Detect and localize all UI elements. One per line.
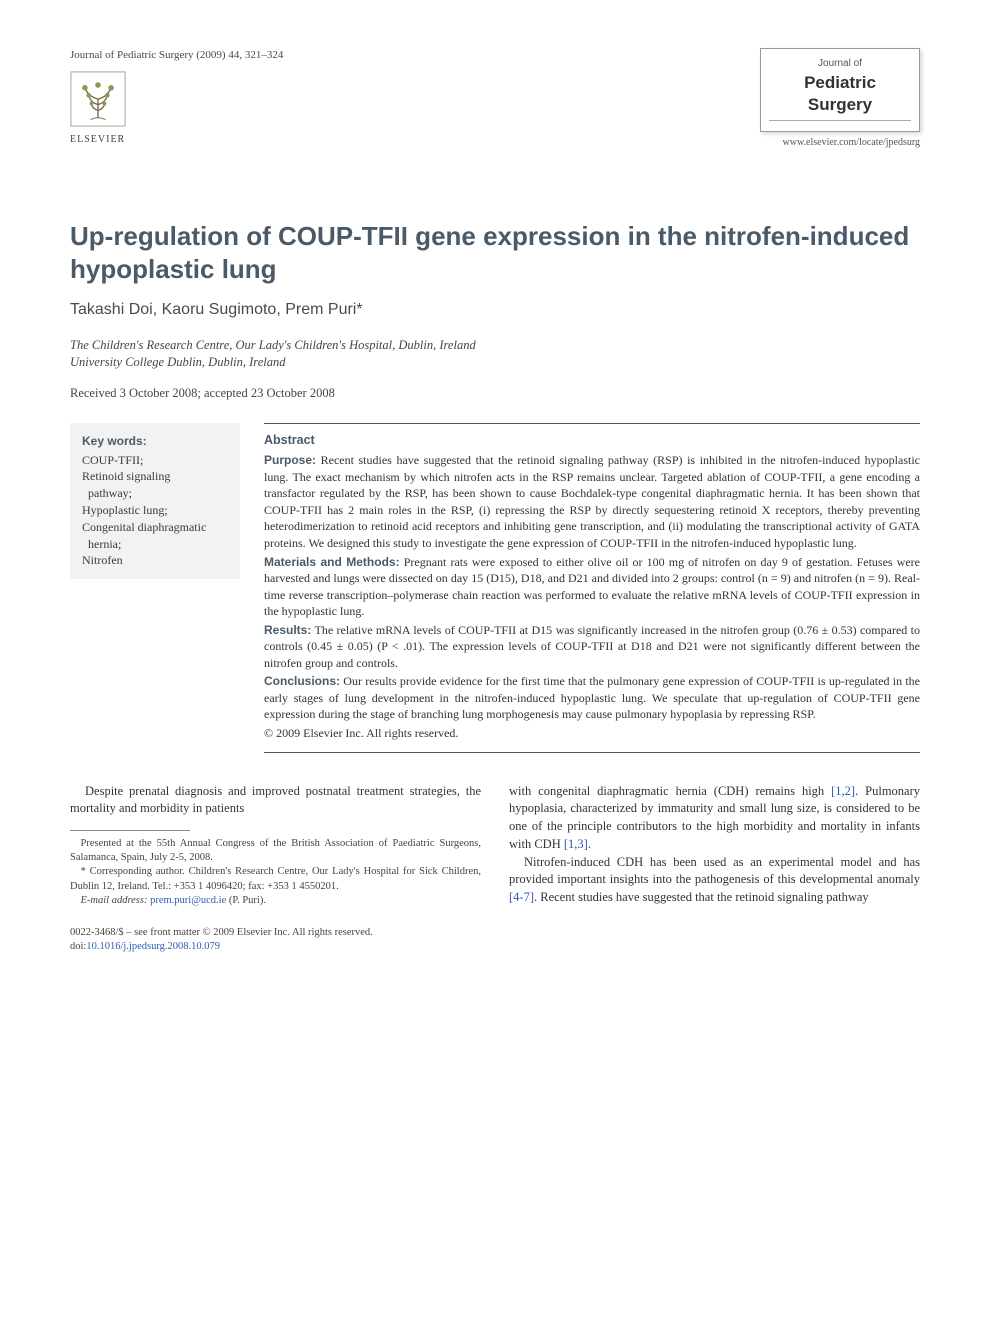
footnotes: Presented at the 55th Annual Congress of… <box>70 837 481 908</box>
abstract-conclusions-text: Our results provide evidence for the fir… <box>264 674 920 721</box>
citation-link[interactable]: [1,3] <box>564 837 588 851</box>
body-paragraph: with congenital diaphragmatic hernia (CD… <box>509 783 920 854</box>
abstract-results-label: Results: <box>264 623 311 637</box>
abstract-heading: Abstract <box>264 432 920 450</box>
page-header: Journal of Pediatric Surgery (2009) 44, … <box>70 48 920 150</box>
doi-link[interactable]: 10.1016/j.jpedsurg.2008.10.079 <box>86 941 220 952</box>
running-head: Journal of Pediatric Surgery (2009) 44, … <box>70 48 283 63</box>
abstract-results-text: The relative mRNA levels of COUP-TFII at… <box>264 623 920 670</box>
abstract-bottom-rule <box>264 752 920 753</box>
abstract-top-rule <box>264 423 920 424</box>
journal-name-line2: Surgery <box>767 95 913 115</box>
journal-name-line1: Pediatric <box>767 73 913 93</box>
header-left: Journal of Pediatric Surgery (2009) 44, … <box>70 48 283 147</box>
publisher-name: ELSEVIER <box>70 133 125 147</box>
footnote-corresponding: * Corresponding author. Children's Resea… <box>70 865 481 893</box>
doi-block: 0022-3468/$ – see front matter © 2009 El… <box>70 926 481 954</box>
journal-box-rule <box>769 120 911 121</box>
abstract-purpose-text: Recent studies have suggested that the r… <box>264 453 920 550</box>
footnote-rule <box>70 830 190 831</box>
affiliation-line: University College Dublin, Dublin, Irela… <box>70 354 920 371</box>
journal-kicker: Journal of <box>767 57 913 71</box>
keyword: COUP-TFII; <box>82 452 228 469</box>
keyword: Nitrofen <box>82 552 228 569</box>
body-paragraph: Despite prenatal diagnosis and improved … <box>70 783 481 819</box>
journal-title-box: Journal of Pediatric Surgery <box>760 48 920 132</box>
abstract-block: Key words: COUP-TFII; Retinoid signaling… <box>70 423 920 753</box>
abstract-copyright: © 2009 Elsevier Inc. All rights reserved… <box>264 725 920 742</box>
abstract-purpose-label: Purpose: <box>264 453 316 467</box>
email-link[interactable]: prem.puri@ucd.ie <box>150 895 226 906</box>
keyword: Congenital diaphragmatic hernia; <box>82 519 228 553</box>
authors: Takashi Doi, Kaoru Sugimoto, Prem Puri* <box>70 299 920 321</box>
abstract-text: Purpose: Recent studies have suggested t… <box>264 452 920 741</box>
copyright-line: 0022-3468/$ – see front matter © 2009 El… <box>70 926 481 940</box>
body-text: Despite prenatal diagnosis and improved … <box>70 783 920 955</box>
header-right: Journal of Pediatric Surgery www.elsevie… <box>760 48 920 150</box>
affiliations: The Children's Research Centre, Our Lady… <box>70 337 920 371</box>
keywords-heading: Key words: <box>82 433 228 450</box>
footnote-presented: Presented at the 55th Annual Congress of… <box>70 837 481 865</box>
elsevier-tree-icon <box>70 71 126 127</box>
article-title: Up-regulation of COUP-TFII gene expressi… <box>70 220 920 285</box>
keyword: Retinoid signaling pathway; <box>82 468 228 502</box>
article-dates: Received 3 October 2008; accepted 23 Oct… <box>70 385 920 403</box>
keyword: Hypoplastic lung; <box>82 502 228 519</box>
footnote-email: E-mail address: prem.puri@ucd.ie (P. Pur… <box>70 894 481 908</box>
abstract-methods-label: Materials and Methods: <box>264 555 400 569</box>
citation-link[interactable]: [4-7] <box>509 890 534 904</box>
abstract-conclusions-label: Conclusions: <box>264 674 340 688</box>
publisher-logo-block: ELSEVIER <box>70 71 283 147</box>
keywords-box: Key words: COUP-TFII; Retinoid signaling… <box>70 423 240 579</box>
body-paragraph: Nitrofen-induced CDH has been used as an… <box>509 854 920 907</box>
citation-link[interactable]: [1,2] <box>831 784 855 798</box>
abstract-content: Abstract Purpose: Recent studies have su… <box>264 423 920 753</box>
journal-url[interactable]: www.elsevier.com/locate/jpedsurg <box>783 136 920 150</box>
doi-line: doi:10.1016/j.jpedsurg.2008.10.079 <box>70 940 481 954</box>
affiliation-line: The Children's Research Centre, Our Lady… <box>70 337 920 354</box>
